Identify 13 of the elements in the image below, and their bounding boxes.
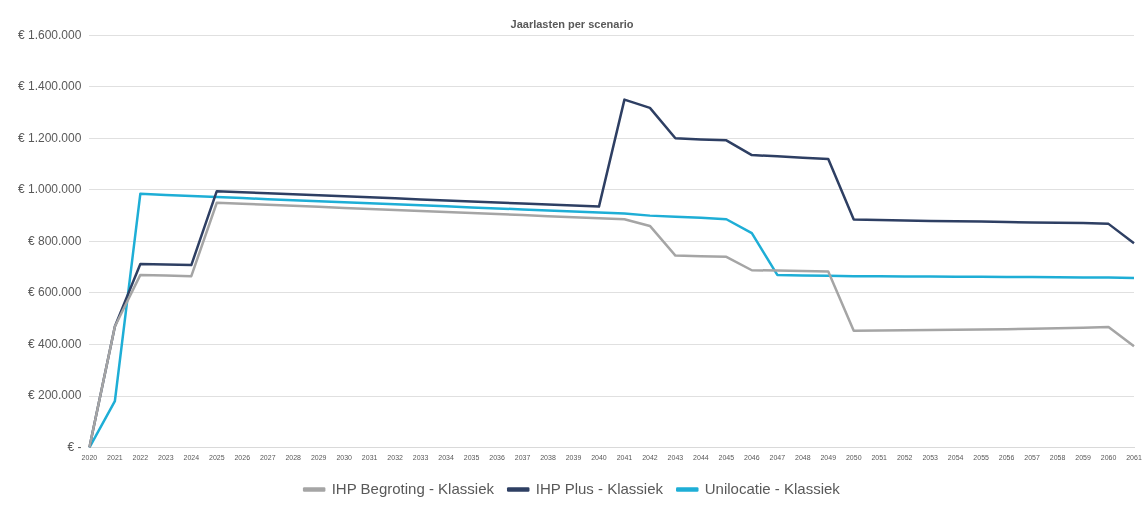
chart-title: Jaarlasten per scenario	[510, 17, 634, 30]
legend-label: Unilocatie - Klassiek	[704, 479, 841, 497]
y-tick-label: € 1.400.000	[17, 79, 82, 94]
y-tick-label: € -	[67, 439, 82, 454]
y-tick-label: € 800.000	[28, 233, 82, 248]
y-tick-label: € 600.000	[28, 285, 82, 300]
y-tick-label: € 1.600.000	[17, 27, 82, 42]
y-tick-label: € 200.000	[28, 388, 82, 403]
y-tick-label: € 1.000.000	[17, 182, 82, 197]
y-tick-label: € 1.200.000	[17, 130, 82, 145]
y-tick-label: € 400.000	[28, 336, 82, 351]
legend-label: IHP Begroting - Klassiek	[331, 479, 495, 497]
legend-label: IHP Plus - Klassiek	[535, 479, 664, 497]
